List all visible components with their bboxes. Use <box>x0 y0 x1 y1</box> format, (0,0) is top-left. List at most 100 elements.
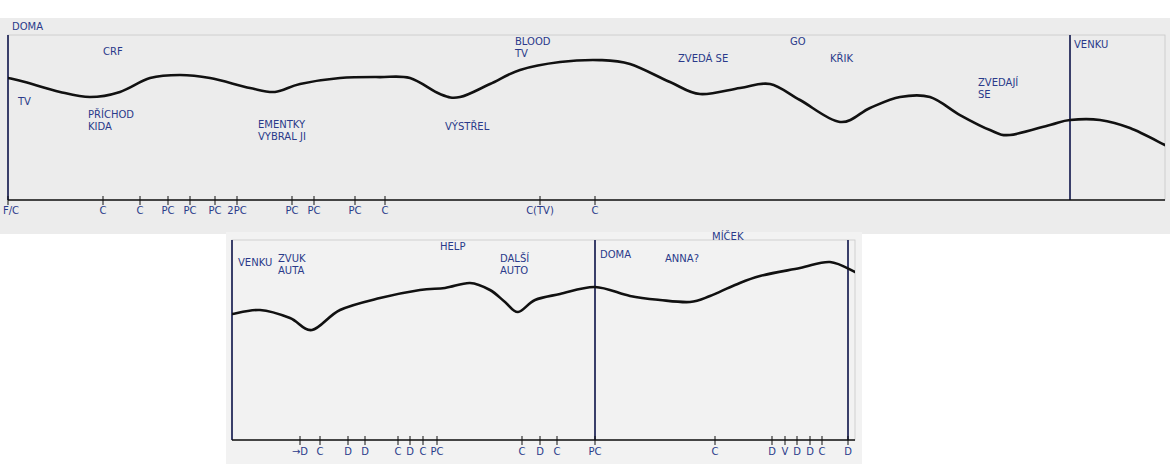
x-tick <box>595 436 596 445</box>
x-tick <box>772 436 773 445</box>
x-tick <box>8 196 9 205</box>
x-tick <box>557 436 558 445</box>
x-tick-label: D <box>768 446 776 457</box>
x-tick-label: D <box>844 446 852 457</box>
x-tick <box>848 436 849 445</box>
x-tick <box>348 436 349 445</box>
x-tick <box>355 196 356 205</box>
x-tick <box>320 436 321 445</box>
annotation: AUTO <box>500 265 528 276</box>
x-tick-label: C <box>819 446 826 457</box>
x-tick-label: D <box>361 446 369 457</box>
annotation: ZVUK <box>278 253 306 264</box>
data-group <box>232 262 855 330</box>
x-tick <box>215 196 216 205</box>
tension-curve <box>8 60 1165 145</box>
x-tick-label: PC <box>430 446 443 457</box>
x-tick-label: PC <box>161 205 174 216</box>
x-tick-label: D <box>806 446 814 457</box>
x-tick <box>103 196 104 205</box>
x-tick <box>237 196 238 205</box>
x-tick-label: C <box>554 446 561 457</box>
x-tick <box>810 436 811 445</box>
x-tick-label: C <box>592 205 599 216</box>
divider-line <box>7 35 9 200</box>
x-tick-label: PC <box>208 205 221 216</box>
divider-line <box>231 240 233 440</box>
data-group <box>8 60 1165 145</box>
x-tick-label: PC <box>183 205 196 216</box>
x-tick <box>410 436 411 445</box>
x-tick-label: C <box>519 446 526 457</box>
x-axis <box>8 199 1165 201</box>
panel-background <box>0 18 1170 234</box>
annotation: KŘIK <box>830 52 853 64</box>
annotation: ZVEDAJÍ <box>978 76 1018 88</box>
x-tick-label: PC <box>285 205 298 216</box>
x-axis <box>232 439 855 441</box>
x-tick <box>140 196 141 205</box>
x-tick-label: C(TV) <box>526 205 554 216</box>
annotation: SE <box>978 89 991 100</box>
annotation: PŘÍCHOD <box>88 108 134 120</box>
x-tick-label: PC <box>307 205 320 216</box>
x-tick <box>365 436 366 445</box>
x-tick <box>540 196 541 205</box>
x-tick-label: C <box>420 446 427 457</box>
x-tick-label: C <box>137 205 144 216</box>
x-tick <box>595 196 596 205</box>
x-tick <box>540 436 541 445</box>
annotation: TV <box>514 48 528 59</box>
x-tick <box>398 436 399 445</box>
x-tick-label: D <box>536 446 544 457</box>
annotation: ANNA? <box>665 253 699 264</box>
x-tick-label: C <box>382 205 389 216</box>
chart-root: F/CCCPCPCPC2PCPCPCPCCC(TV)CDOMATVPŘÍCHOD… <box>0 0 1170 464</box>
annotation: EMENTKY <box>258 119 306 130</box>
x-tick <box>314 196 315 205</box>
x-tick-label: D <box>793 446 801 457</box>
x-tick <box>292 196 293 205</box>
annotation: KIDA <box>88 121 112 132</box>
annotation: BLOOD <box>515 36 551 47</box>
x-tick-label: →D <box>292 446 308 457</box>
annotation: VENKU <box>1074 39 1108 50</box>
x-tick <box>190 196 191 205</box>
plot-frame <box>8 35 1165 200</box>
annotation: VÝSTŘEL <box>445 120 490 132</box>
divider-line <box>1069 35 1071 200</box>
x-tick-label: C <box>712 446 719 457</box>
panel: →DCDDCDCPCCDCPCCDVDDCDVENKUZVUKAUTAHELPD… <box>226 230 862 464</box>
x-tick-label: PC <box>348 205 361 216</box>
x-tick-label: 2PC <box>227 205 246 216</box>
x-tick-label: F/C <box>3 205 19 216</box>
divider-line <box>594 240 596 440</box>
annotation: MÍČEK <box>712 230 744 242</box>
annotation: DOMA <box>600 249 631 260</box>
annotation: TV <box>17 96 31 107</box>
x-tick-label: PC <box>588 446 601 457</box>
x-tick <box>822 436 823 445</box>
tension-curve <box>232 262 855 330</box>
x-tick <box>423 436 424 445</box>
plot-frame <box>232 240 855 440</box>
x-tick <box>300 436 301 445</box>
x-tick <box>522 436 523 445</box>
x-tick <box>785 436 786 445</box>
x-tick-label: C <box>100 205 107 216</box>
annotation: ZVEDÁ SE <box>678 52 728 64</box>
annotation: AUTA <box>278 265 304 276</box>
x-tick <box>715 436 716 445</box>
x-tick-label: C <box>317 446 324 457</box>
annotation: CRF <box>103 46 123 57</box>
x-tick <box>437 436 438 445</box>
annotation: HELP <box>440 241 465 252</box>
annotation: VYBRAL JI <box>258 131 306 142</box>
annotation: DALŠÍ <box>500 252 529 264</box>
x-tick <box>168 196 169 205</box>
x-tick <box>797 436 798 445</box>
annotation: DOMA <box>12 21 43 32</box>
x-tick <box>385 196 386 205</box>
x-tick-label: D <box>344 446 352 457</box>
annotation: GO <box>790 36 806 47</box>
